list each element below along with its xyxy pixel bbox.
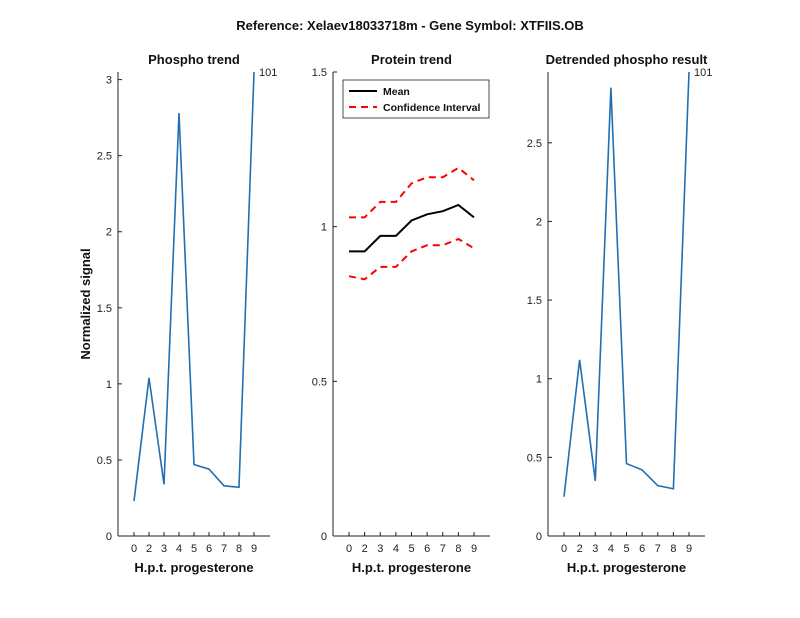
chart-title: Protein trend: [371, 52, 452, 67]
legend-label: Confidence Interval: [383, 102, 481, 114]
x-tick-label: 2: [362, 543, 368, 555]
x-tick-label: 5: [623, 543, 629, 555]
x-tick-label: 2: [146, 543, 152, 555]
x-tick-label: 6: [639, 543, 645, 555]
x-tick-label: 7: [440, 543, 446, 555]
y-tick-label: 0.5: [527, 452, 542, 464]
x-tick-label: 6: [206, 543, 212, 555]
y-tick-label: 1.5: [527, 295, 542, 307]
data-annotation: 101: [259, 67, 277, 79]
x-tick-label: 7: [221, 543, 227, 555]
y-axis-label: Normalized signal: [78, 248, 93, 359]
x-axis-label: H.p.t. progesterone: [567, 560, 686, 575]
legend-label: Mean: [383, 86, 410, 98]
x-tick-label: 0: [131, 543, 137, 555]
y-tick-label: 1: [321, 222, 327, 234]
series-line-detrended: [563, 71, 690, 497]
y-tick-label: 0.5: [312, 376, 327, 388]
series-line-confidence-interval: [349, 166, 475, 219]
x-tick-label: 3: [377, 543, 383, 555]
x-tick-label: 5: [191, 543, 197, 555]
x-axis-label: H.p.t. progesterone: [352, 560, 471, 575]
x-tick-label: 7: [655, 543, 661, 555]
y-tick-label: 3: [106, 75, 112, 87]
chart-title: Detrended phospho result: [546, 52, 708, 67]
data-annotation: 101: [694, 67, 712, 79]
y-tick-label: 1.5: [312, 67, 327, 79]
y-tick-label: 0.5: [97, 455, 112, 467]
x-tick-label: 3: [161, 543, 167, 555]
x-tick-label: 3: [592, 543, 598, 555]
x-tick-label: 5: [408, 543, 414, 555]
y-tick-label: 2.5: [97, 151, 112, 163]
y-tick-label: 2: [106, 227, 112, 239]
x-tick-label: 4: [176, 543, 182, 555]
x-tick-label: 8: [236, 543, 242, 555]
series-line-mean: [349, 203, 475, 253]
x-tick-label: 2: [577, 543, 583, 555]
x-tick-label: 0: [346, 543, 352, 555]
y-tick-label: 1: [106, 379, 112, 391]
y-tick-label: 0: [536, 531, 542, 543]
chart-title: Phospho trend: [148, 52, 240, 67]
x-tick-label: 8: [455, 543, 461, 555]
x-tick-label: 9: [686, 543, 692, 555]
series-line-phospho: [133, 71, 255, 502]
figure-title: Reference: Xelaev18033718m - Gene Symbol…: [236, 18, 584, 33]
y-tick-label: 2.5: [527, 138, 542, 150]
y-tick-label: 0: [106, 531, 112, 543]
x-tick-label: 0: [561, 543, 567, 555]
x-tick-label: 6: [424, 543, 430, 555]
x-tick-label: 9: [251, 543, 257, 555]
legend-box: [342, 79, 490, 119]
y-tick-label: 1: [536, 374, 542, 386]
x-tick-label: 9: [471, 543, 477, 555]
series-line-confidence-interval-lower: [348, 237, 475, 281]
x-tick-label: 4: [393, 543, 399, 555]
y-tick-label: 1.5: [97, 303, 112, 315]
y-tick-label: 0: [321, 531, 327, 543]
x-tick-label: 4: [608, 543, 614, 555]
y-tick-label: 2: [536, 216, 542, 228]
x-axis-label: H.p.t. progesterone: [134, 560, 253, 575]
x-tick-label: 8: [670, 543, 676, 555]
